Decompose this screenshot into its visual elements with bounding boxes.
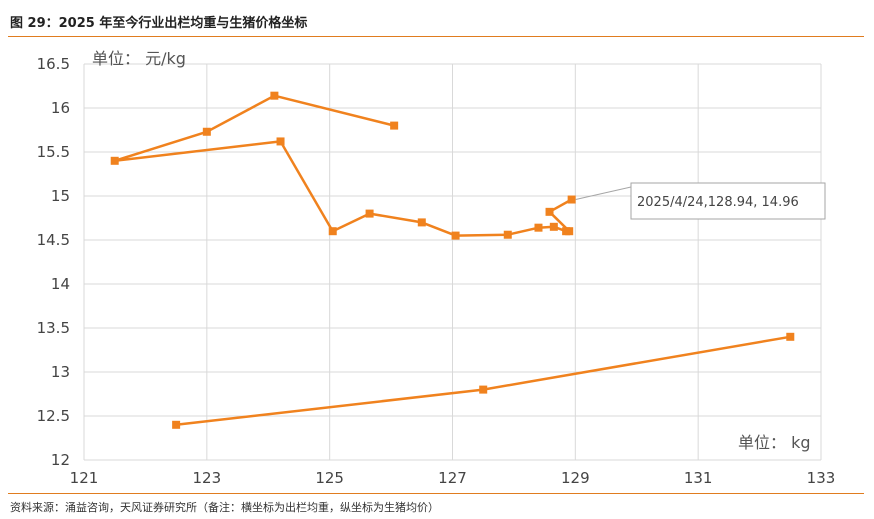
- y-tick-label: 15.5: [37, 143, 70, 161]
- data-point: [417, 218, 426, 227]
- y-tick-label: 15: [51, 187, 70, 205]
- x-tick-labels: 121 123 125 127 129 131 133: [70, 469, 836, 487]
- y-tick-label: 13.5: [37, 319, 70, 337]
- data-point: [451, 231, 460, 240]
- data-points: [110, 91, 795, 429]
- data-point: [276, 137, 285, 146]
- series-line-0: [113, 94, 573, 237]
- y-tick-label: 16.5: [37, 55, 70, 73]
- data-point: [172, 420, 181, 429]
- annotation-callout: 2025/4/24,128.94, 14.96: [575, 182, 826, 220]
- data-point: [549, 222, 558, 231]
- annotation-box: [630, 182, 826, 220]
- data-point: [786, 332, 795, 341]
- data-point: [534, 223, 543, 232]
- data-point: [270, 91, 279, 100]
- x-tick-label: 127: [438, 469, 467, 487]
- data-point: [328, 227, 337, 236]
- x-tick-label: 133: [807, 469, 836, 487]
- x-tick-label: 129: [561, 469, 590, 487]
- data-point: [565, 227, 574, 236]
- x-tick-label: 121: [70, 469, 99, 487]
- x-tick-label: 125: [315, 469, 344, 487]
- data-point: [479, 385, 488, 394]
- x-tick-label: 131: [684, 469, 713, 487]
- y-axis-unit-label: 单位： 元/kg: [92, 49, 186, 68]
- top-divider: [8, 36, 864, 37]
- annotation-label: 2025/4/24,128.94, 14.96: [637, 195, 799, 210]
- data-point: [503, 230, 512, 239]
- data-point: [110, 156, 119, 165]
- data-point: [390, 121, 399, 130]
- y-tick-label: 16: [51, 99, 70, 117]
- y-tick-label: 13: [51, 363, 70, 381]
- data-point: [545, 207, 554, 216]
- bottom-divider: [8, 493, 864, 494]
- x-tick-label: 123: [193, 469, 222, 487]
- grid: [83, 63, 822, 461]
- y-tick-labels: 12 12.5 13 13.5 14 14.5 15 15.5 16 16.5: [37, 55, 70, 469]
- figure-source: 资料来源：涌益咨询，天风证券研究所（备注：横坐标为出栏均重，纵坐标为生猪均价）: [10, 501, 439, 514]
- y-tick-label: 14.5: [37, 231, 70, 249]
- x-axis-unit-label: 单位： kg: [738, 433, 811, 452]
- figure-title: 图 29：2025 年至今行业出栏均重与生猪价格坐标: [10, 16, 308, 31]
- data-point: [365, 209, 374, 218]
- y-tick-label: 12: [51, 451, 70, 469]
- y-tick-label: 14: [51, 275, 70, 293]
- y-tick-label: 12.5: [37, 407, 70, 425]
- data-point: [567, 195, 576, 204]
- data-point: [202, 127, 211, 136]
- annotation-leader-line: [575, 186, 632, 201]
